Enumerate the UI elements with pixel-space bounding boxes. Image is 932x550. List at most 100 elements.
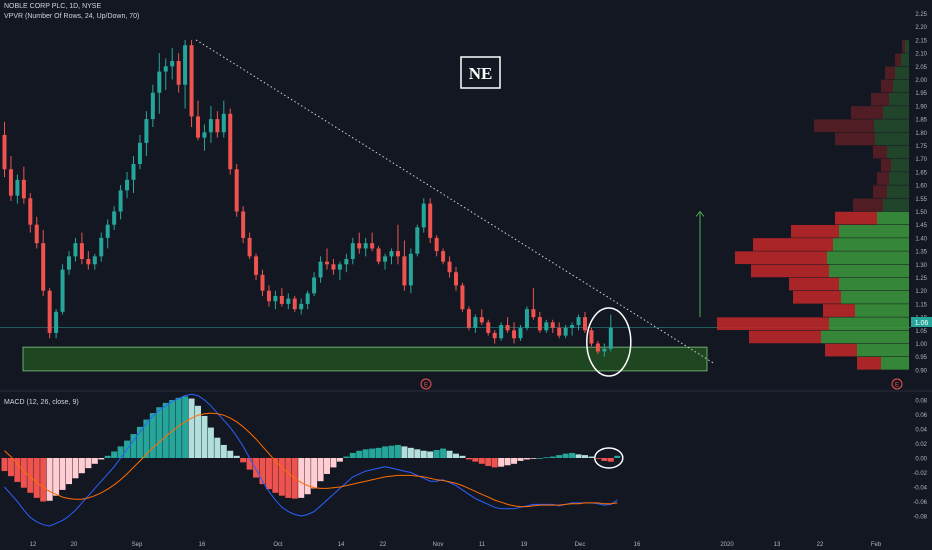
macd-histogram-bar xyxy=(427,451,434,458)
macd-histogram-bar xyxy=(14,458,21,482)
candle-body xyxy=(266,290,271,302)
volume-profile-down-bar xyxy=(873,145,887,159)
price-tick-label: 2.25 xyxy=(915,12,927,18)
price-tick-label: 1.85 xyxy=(915,118,927,124)
macd-histogram-bar xyxy=(7,458,14,477)
macd-histogram-bar xyxy=(98,458,105,460)
candle-body xyxy=(21,179,26,199)
macd-histogram-bar xyxy=(440,448,447,458)
macd-histogram-bar xyxy=(27,458,34,493)
macd-histogram-bar xyxy=(530,458,537,459)
price-tick-label: 1.70 xyxy=(915,157,927,163)
time-tick-label: 20 xyxy=(71,542,78,548)
volume-profile-up-bar xyxy=(889,172,909,185)
volume-profile-up-bar xyxy=(857,343,909,357)
macd-histogram-bar xyxy=(504,458,511,466)
candle-body xyxy=(370,243,375,249)
earnings-marker-circle-future[interactable] xyxy=(891,378,903,390)
candle-body xyxy=(331,264,336,270)
volume-profile-up-bar xyxy=(839,277,909,291)
volume-profile-up-bar xyxy=(887,145,909,159)
candle-body xyxy=(196,116,200,138)
volume-profile-down-bar xyxy=(873,185,887,199)
macd-histogram-bar xyxy=(569,452,576,458)
macd-histogram-bar xyxy=(394,444,401,458)
macd-histogram-bar xyxy=(536,458,543,459)
price-tick-label: 1.40 xyxy=(915,236,927,242)
volume-profile-up-bar xyxy=(887,185,909,199)
candle-body xyxy=(47,290,52,333)
candle-body xyxy=(595,343,600,352)
macd-histogram-bar xyxy=(362,449,369,458)
macd-histogram-bar xyxy=(562,453,569,458)
macd-histogram-bar xyxy=(78,458,85,474)
macd-histogram-bar xyxy=(330,458,337,468)
candle-body xyxy=(318,261,323,278)
candle-body xyxy=(241,211,246,238)
macd-histogram-bar xyxy=(265,458,272,490)
time-tick-label: 19 xyxy=(521,542,528,548)
candle-body xyxy=(312,277,317,294)
candle-body xyxy=(28,198,33,225)
macd-histogram-bar xyxy=(195,405,201,458)
candle-body xyxy=(557,327,562,336)
volume-profile-up-bar xyxy=(827,251,909,265)
time-tick-label: 16 xyxy=(199,542,206,548)
candle-body xyxy=(441,251,446,262)
macd-histogram-bar xyxy=(517,458,524,461)
chart-symbol-header: NOBLE CORP PLC, 1D, NYSE xyxy=(4,3,102,10)
macd-histogram-bar xyxy=(498,458,505,467)
candle-body xyxy=(466,309,471,328)
earnings-marker-circle[interactable] xyxy=(420,378,432,390)
volume-profile-up-bar xyxy=(833,238,909,251)
signal-line xyxy=(4,412,618,508)
volume-profile-up-bar xyxy=(883,106,909,119)
candle-body xyxy=(357,243,362,249)
volume-profile-down-bar xyxy=(853,198,883,212)
ticker-label: NE xyxy=(469,64,493,83)
candle-body xyxy=(54,311,59,333)
macd-histogram-bar xyxy=(169,400,176,458)
candle-body xyxy=(254,256,259,275)
macd-histogram-bar xyxy=(491,458,498,468)
price-tick-label: 1.35 xyxy=(915,250,927,256)
macd-histogram-bar xyxy=(214,437,221,458)
price-tick-label: 0.95 xyxy=(915,355,927,361)
macd-histogram-bar xyxy=(582,455,588,458)
volume-profile-down-bar xyxy=(895,53,901,67)
macd-histogram-bar xyxy=(472,458,479,462)
candle-body xyxy=(583,317,587,331)
price-tick-label: 1.00 xyxy=(915,342,927,348)
macd-histogram-bar xyxy=(523,458,530,460)
macd-histogram-bar xyxy=(130,434,137,458)
candle-body xyxy=(228,113,233,170)
volume-profile-up-bar xyxy=(891,158,909,172)
macd-histogram-bar xyxy=(175,397,182,458)
support-zone xyxy=(22,346,708,372)
candle-body xyxy=(544,322,549,331)
macd-histogram-bar xyxy=(556,455,563,458)
candle-body xyxy=(350,243,355,260)
macd-histogram-bar xyxy=(375,447,382,458)
volume-profile-up-bar xyxy=(901,53,909,67)
volume-profile-down-bar xyxy=(823,304,855,317)
volume-profile-up-bar xyxy=(829,317,909,331)
macd-histogram-bar xyxy=(382,446,389,458)
candle-body xyxy=(112,211,117,225)
volume-profile-down-bar xyxy=(881,79,893,93)
macd-histogram-bar xyxy=(317,458,324,482)
macd-line xyxy=(4,393,618,527)
candle-body xyxy=(73,243,78,257)
volume-profile xyxy=(717,40,909,370)
price-tick-label: 1.90 xyxy=(915,104,927,110)
support-zone-layer xyxy=(22,346,708,372)
volume-profile-up-bar xyxy=(829,264,909,278)
candle-body xyxy=(92,256,97,265)
highlight-ellipse xyxy=(586,307,632,377)
macd-histogram-bar xyxy=(227,450,234,458)
candle-body xyxy=(376,248,381,262)
candle-body xyxy=(105,224,110,238)
macd-histogram-bar xyxy=(343,456,350,458)
candle-body xyxy=(383,256,388,262)
